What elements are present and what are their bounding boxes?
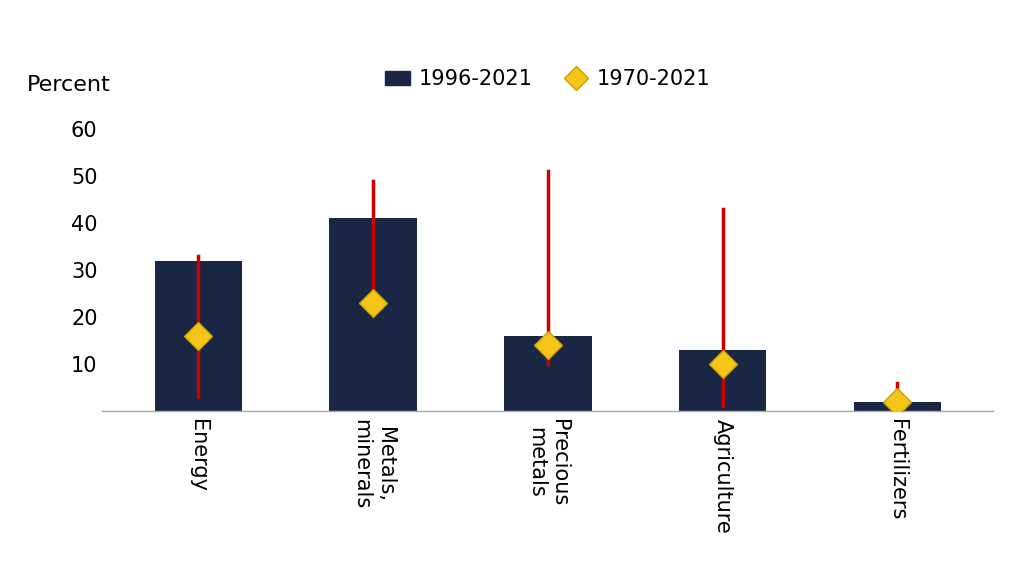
Text: Percent: Percent <box>27 75 111 95</box>
Bar <box>330 218 417 411</box>
Bar <box>854 402 941 411</box>
Bar <box>504 336 592 411</box>
Bar <box>155 261 242 411</box>
Legend: 1996-2021, 1970-2021: 1996-2021, 1970-2021 <box>377 61 719 98</box>
Bar <box>679 350 766 411</box>
